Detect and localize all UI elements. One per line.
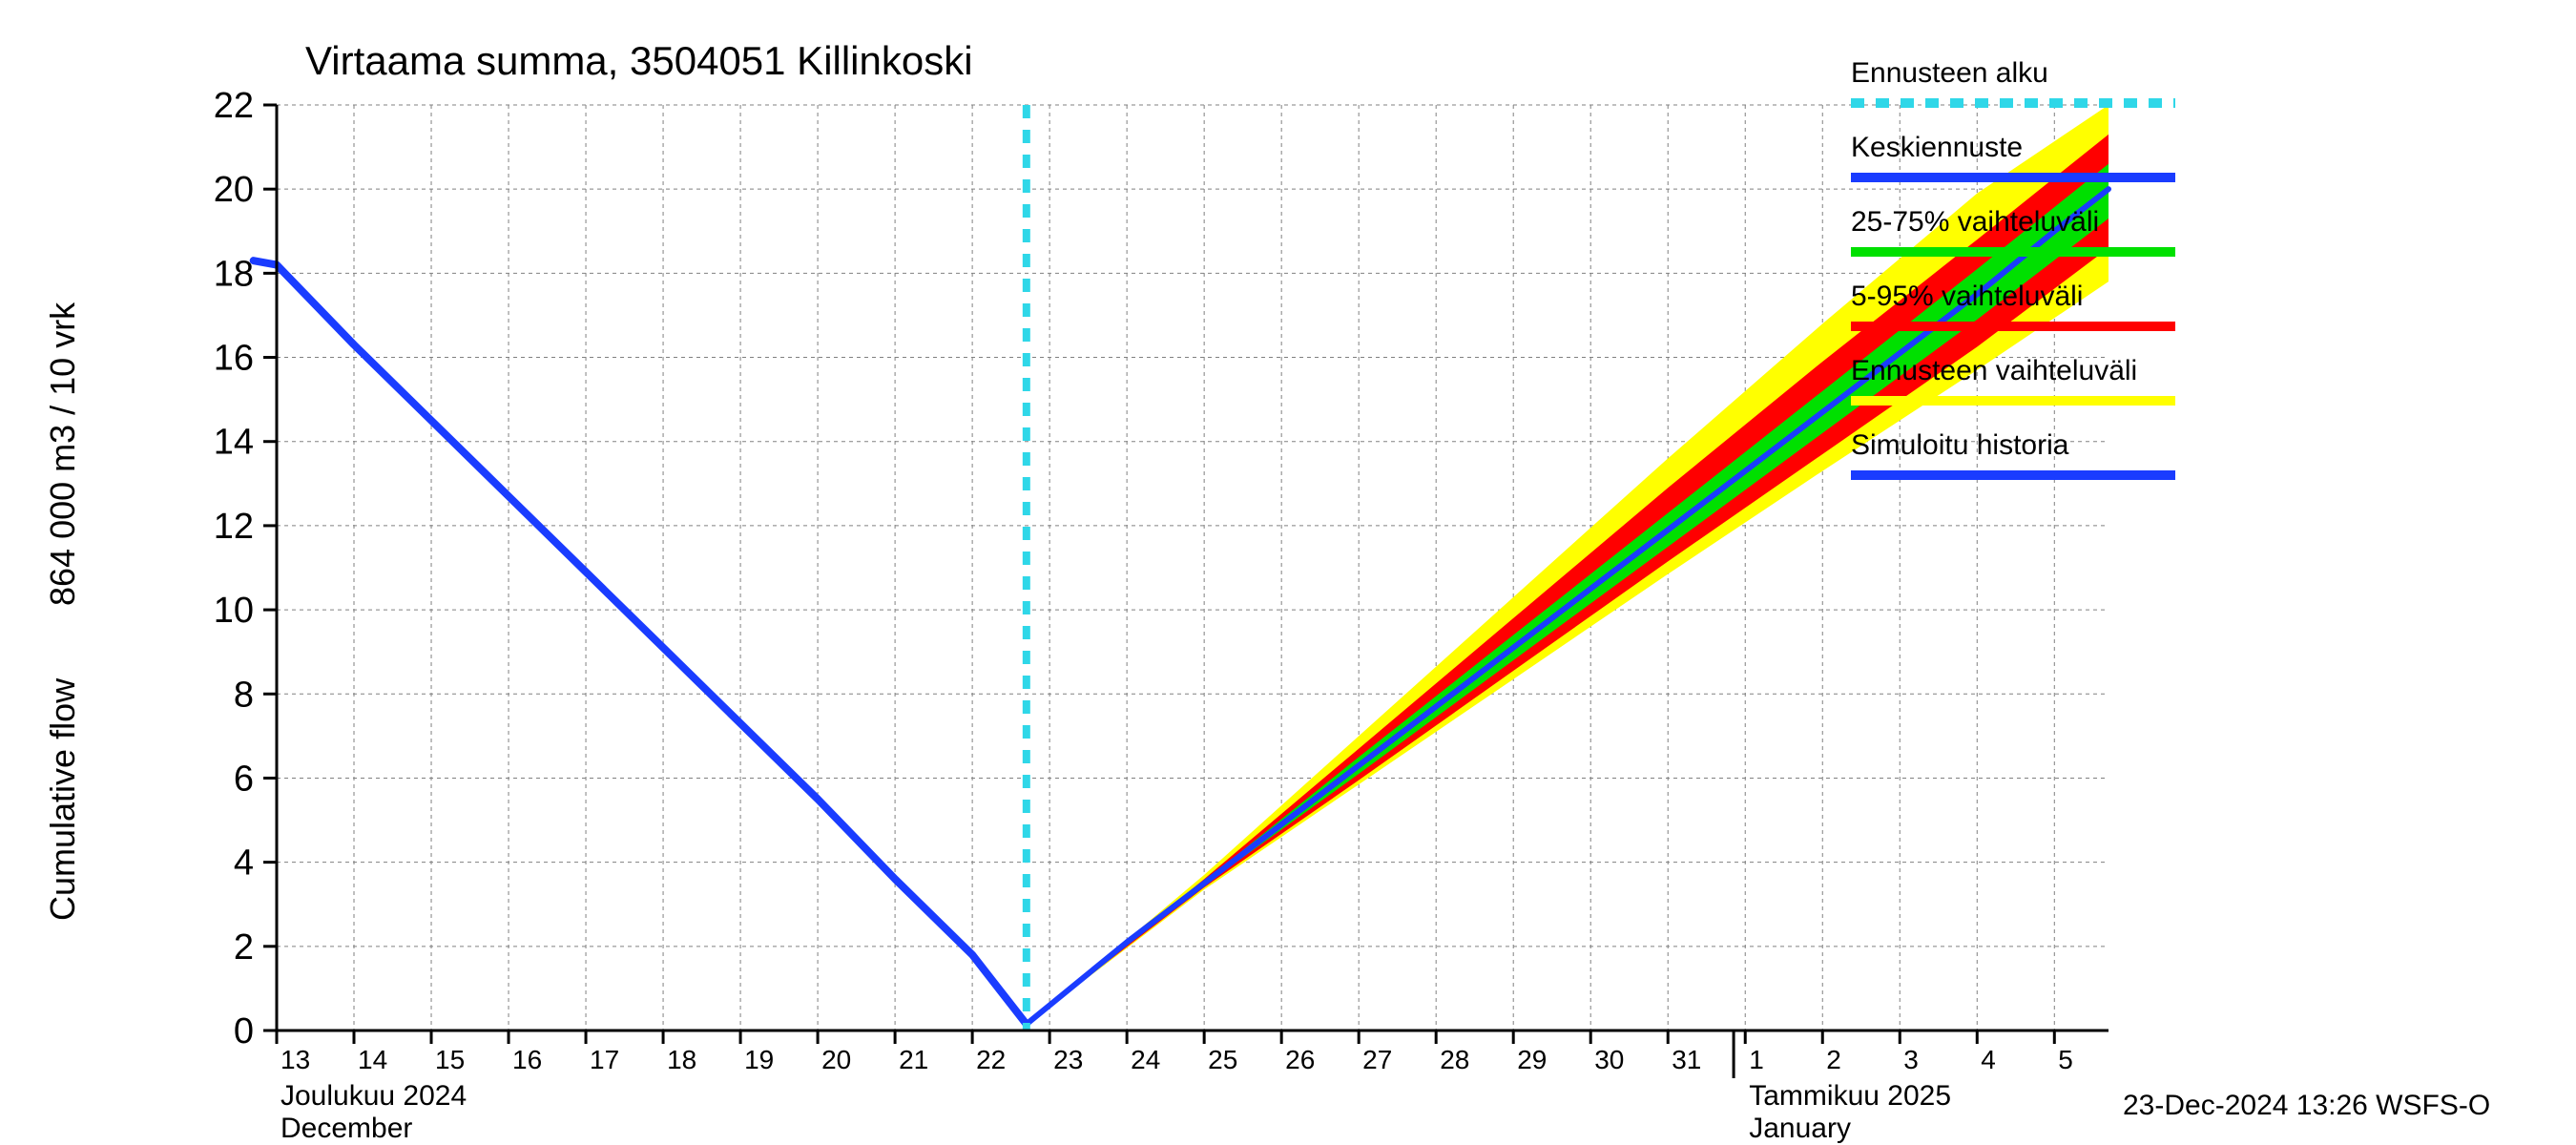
y-tick-label: 22	[214, 86, 254, 126]
y-tick-label: 10	[214, 591, 254, 631]
x-tick-label: 2	[1826, 1045, 1841, 1074]
x-tick-label: 20	[821, 1045, 851, 1074]
month-label: January	[1749, 1113, 1851, 1144]
x-tick-label: 17	[590, 1045, 619, 1074]
line-chart: 0246810121416182022131415161718192021222…	[0, 0, 2576, 1145]
legend-label: Ennusteen vaihteluväli	[1851, 355, 2137, 386]
x-tick-label: 13	[280, 1045, 310, 1074]
x-tick-label: 16	[512, 1045, 542, 1074]
y-tick-label: 18	[214, 254, 254, 294]
y-axis-label-2: 864 000 m3 / 10 vrk	[43, 302, 82, 606]
month-label: December	[280, 1113, 412, 1144]
y-tick-label: 8	[234, 675, 254, 715]
x-tick-label: 22	[976, 1045, 1006, 1074]
legend-label: Simuloitu historia	[1851, 429, 2069, 461]
y-tick-label: 6	[234, 759, 254, 799]
y-tick-label: 2	[234, 927, 254, 968]
y-tick-label: 16	[214, 339, 254, 379]
y-tick-label: 12	[214, 507, 254, 547]
month-label: Joulukuu 2024	[280, 1080, 467, 1112]
x-tick-label: 4	[1981, 1045, 1996, 1074]
legend-label: Ennusteen alku	[1851, 57, 2048, 89]
x-tick-label: 27	[1362, 1045, 1392, 1074]
x-tick-label: 5	[2058, 1045, 2073, 1074]
x-tick-label: 24	[1131, 1045, 1160, 1074]
x-tick-label: 1	[1749, 1045, 1764, 1074]
legend-label: 25-75% vaihteluväli	[1851, 206, 2099, 238]
x-tick-label: 15	[435, 1045, 465, 1074]
x-tick-label: 3	[1903, 1045, 1919, 1074]
y-tick-label: 20	[214, 170, 254, 210]
x-tick-label: 19	[744, 1045, 774, 1074]
x-tick-label: 23	[1053, 1045, 1083, 1074]
x-tick-label: 30	[1594, 1045, 1624, 1074]
chart-title: Virtaama summa, 3504051 Killinkoski	[305, 38, 973, 83]
x-tick-label: 25	[1208, 1045, 1237, 1074]
y-tick-label: 0	[234, 1011, 254, 1051]
chart-footer: 23-Dec-2024 13:26 WSFS-O	[2123, 1090, 2490, 1121]
y-axis-label-1: Cumulative flow	[43, 677, 82, 921]
legend-label: Keskiennuste	[1851, 132, 2023, 163]
chart-container: 0246810121416182022131415161718192021222…	[0, 0, 2576, 1145]
x-tick-label: 31	[1672, 1045, 1701, 1074]
x-tick-label: 14	[358, 1045, 387, 1074]
x-tick-label: 29	[1517, 1045, 1547, 1074]
x-tick-label: 18	[667, 1045, 696, 1074]
month-label: Tammikuu 2025	[1749, 1080, 1951, 1112]
y-tick-label: 4	[234, 843, 254, 884]
x-tick-label: 28	[1440, 1045, 1469, 1074]
x-tick-label: 26	[1285, 1045, 1315, 1074]
legend-label: 5-95% vaihteluväli	[1851, 281, 2083, 312]
x-tick-label: 21	[899, 1045, 928, 1074]
y-tick-label: 14	[214, 423, 254, 463]
